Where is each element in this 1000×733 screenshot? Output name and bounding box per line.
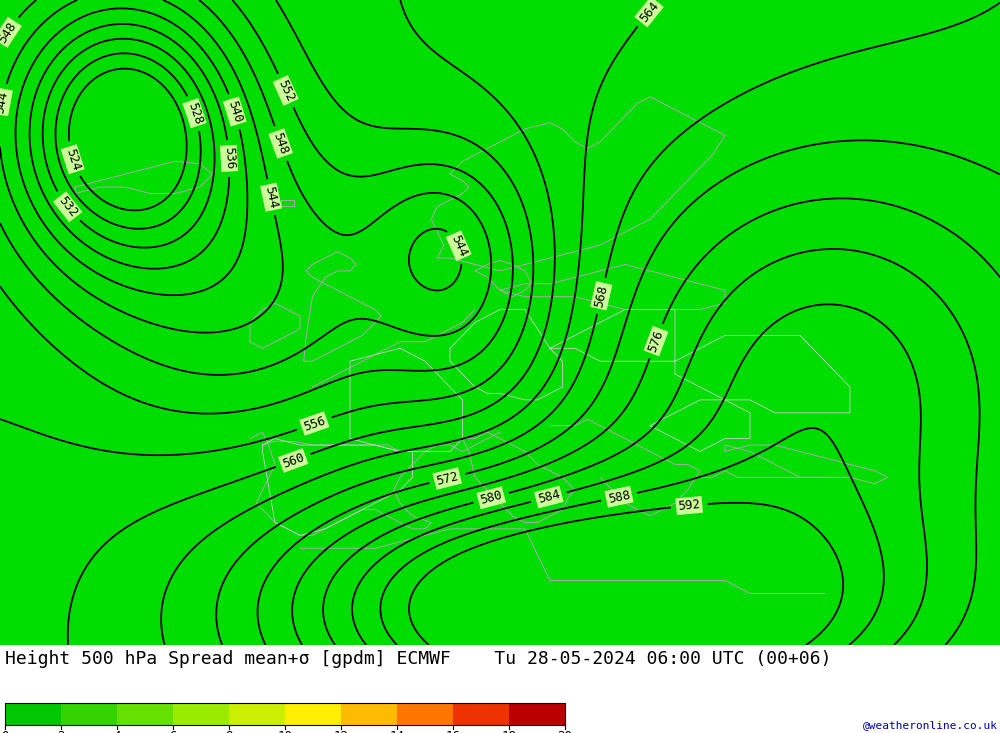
Text: 584: 584 [536, 488, 561, 507]
Text: 552: 552 [275, 78, 296, 103]
Text: 580: 580 [479, 489, 504, 507]
Text: 20: 20 [558, 730, 572, 733]
Text: 540: 540 [225, 99, 244, 124]
Text: 10: 10 [278, 730, 292, 733]
Text: 588: 588 [607, 488, 631, 506]
Text: 564: 564 [637, 0, 661, 25]
Text: 2: 2 [57, 730, 65, 733]
Bar [229, 703, 285, 725]
Text: 556: 556 [302, 413, 327, 433]
Text: 544: 544 [448, 233, 469, 259]
Text: 532: 532 [56, 194, 80, 220]
Bar [285, 703, 341, 725]
Text: 536: 536 [222, 147, 236, 170]
Bar [5, 703, 61, 725]
Bar [509, 703, 565, 725]
Text: 4: 4 [113, 730, 121, 733]
Text: 6: 6 [169, 730, 177, 733]
Bar [117, 703, 173, 725]
Text: 524: 524 [63, 147, 82, 172]
Text: Height 500 hPa Spread mean+σ [gpdm] ECMWF    Tu 28-05-2024 06:00 UTC (00+06): Height 500 hPa Spread mean+σ [gpdm] ECMW… [5, 650, 832, 668]
Bar [5, 703, 565, 725]
Bar [173, 703, 229, 725]
Bar [453, 703, 509, 725]
Text: 548: 548 [271, 130, 291, 156]
Bar [61, 703, 117, 725]
Text: 8: 8 [225, 730, 233, 733]
Text: 572: 572 [435, 470, 460, 487]
Text: 18: 18 [502, 730, 516, 733]
Text: 592: 592 [677, 498, 701, 513]
Text: 576: 576 [646, 328, 666, 354]
Text: 0: 0 [1, 730, 9, 733]
Text: 12: 12 [334, 730, 349, 733]
Bar [397, 703, 453, 725]
Text: 544: 544 [0, 89, 11, 114]
Text: 14: 14 [390, 730, 404, 733]
Text: 548: 548 [0, 19, 19, 45]
Bar [341, 703, 397, 725]
Text: 568: 568 [592, 284, 610, 309]
Text: 528: 528 [185, 100, 204, 126]
Text: 544: 544 [262, 185, 280, 210]
Text: 560: 560 [280, 451, 306, 471]
Text: @weatheronline.co.uk: @weatheronline.co.uk [863, 720, 998, 730]
Text: 16: 16 [446, 730, 460, 733]
